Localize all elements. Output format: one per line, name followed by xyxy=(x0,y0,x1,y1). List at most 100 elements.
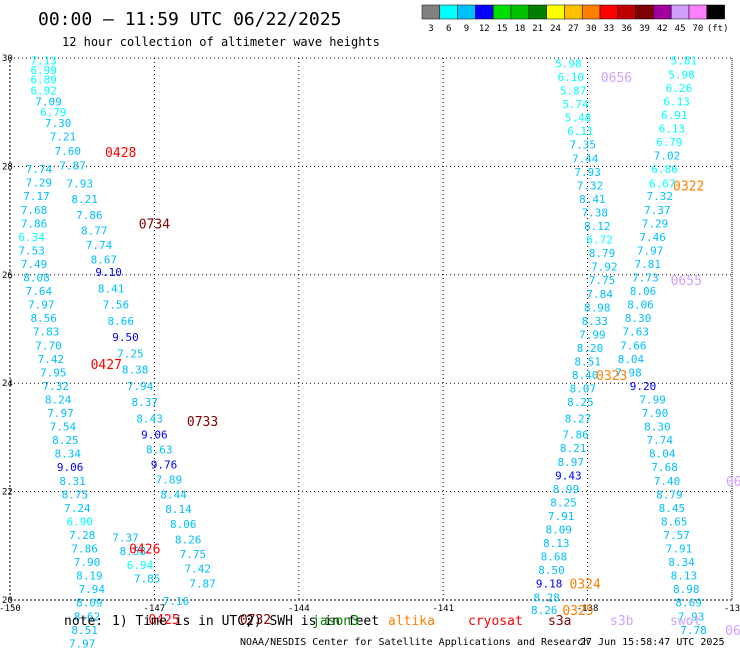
color-swatch xyxy=(688,4,708,20)
wave-height-value: 7.46 xyxy=(639,231,666,244)
wave-height-value: 9.18 xyxy=(536,578,563,591)
wave-height-value: 7.30 xyxy=(45,117,72,130)
wave-height-value: 8.40 xyxy=(572,369,599,382)
wave-height-value: 6.90 xyxy=(67,515,94,528)
color-scale-label: 27 xyxy=(568,24,579,34)
wave-height-value: 6.79 xyxy=(40,106,67,119)
pass-time-label: 0325 xyxy=(562,604,593,619)
pass-time-label: 0324 xyxy=(570,578,601,593)
wave-height-value: 8.41 xyxy=(98,282,125,295)
wave-height-value: 7.63 xyxy=(622,326,649,339)
color-swatch xyxy=(492,4,512,20)
wave-height-value: 6.67 xyxy=(649,178,676,191)
wave-height-value: 8.26 xyxy=(531,604,558,617)
wave-height-value: 8.34 xyxy=(668,556,695,569)
wave-height-value: 7.21 xyxy=(50,131,77,144)
pass-time-label: 0323 xyxy=(596,369,627,384)
wave-height-value: 8.41 xyxy=(579,193,606,206)
wave-height-value: 7.97 xyxy=(69,637,96,650)
pass-time-label: 0732 xyxy=(240,613,271,628)
y-tick-label: 30 xyxy=(2,54,13,64)
wave-height-value: 7.49 xyxy=(21,258,48,271)
wave-height-value: 8.19 xyxy=(76,570,103,583)
wave-height-value: 7.42 xyxy=(184,563,211,576)
wave-height-values: 7.136.996.896.927.096.797.307.217.607.87… xyxy=(18,55,706,650)
wave-height-value: 5.98 xyxy=(555,57,582,70)
pass-time-label: 0654 xyxy=(726,475,740,490)
wave-height-value: 7.85 xyxy=(134,572,161,585)
wave-height-value: 8.21 xyxy=(560,442,587,455)
color-scale-label: (ft) xyxy=(707,24,729,34)
color-swatch xyxy=(706,4,725,20)
wave-height-value: 7.86 xyxy=(71,543,98,556)
wave-height-value: 7.91 xyxy=(666,543,693,556)
wave-height-value: 7.29 xyxy=(642,217,669,230)
x-axis-ticks: -150 -147 -144 -141 -138 -13 xyxy=(0,604,740,614)
wave-height-value: 7.78 xyxy=(680,624,707,637)
wave-height-value: 7.17 xyxy=(23,190,50,203)
wave-height-value: 6.89 xyxy=(30,74,57,87)
timestamp-text: 27 Jun 15:58:47 UTC 2025 xyxy=(580,637,725,648)
wave-height-value: 8.26 xyxy=(175,533,202,546)
footer-note: note: 1) Time is in UTC; 2) SWH is in fe… xyxy=(64,614,379,629)
wave-height-value: 8.14 xyxy=(165,503,192,516)
satellite-legend-item: jason3 xyxy=(312,614,359,629)
wave-height-value: 7.92 xyxy=(591,261,618,274)
chart-title: 00:00 – 11:59 UTC 06/22/2025 xyxy=(38,9,341,30)
pass-time-label: 0427 xyxy=(91,358,122,373)
color-swatch xyxy=(581,4,601,20)
color-swatch xyxy=(510,4,530,20)
wave-height-value: 7.73 xyxy=(632,272,659,285)
wave-height-value: 8.09 xyxy=(545,524,572,537)
wave-height-value: 7.13 xyxy=(30,55,57,68)
color-scale-label: 12 xyxy=(479,24,490,34)
wave-height-value: 8.65 xyxy=(661,515,688,528)
wave-height-value: 8.25 xyxy=(567,396,594,409)
wave-height-value: 8.56 xyxy=(30,312,57,325)
wave-height-value: 7.60 xyxy=(55,145,82,158)
wave-height-value: 7.81 xyxy=(635,258,662,271)
wave-height-value: 7.94 xyxy=(79,583,106,596)
wave-height-value: 5.74 xyxy=(562,98,589,111)
color-swatch xyxy=(457,4,476,20)
color-scale-label: 15 xyxy=(497,24,508,34)
wave-height-value: 8.13 xyxy=(671,570,698,583)
wave-height-value: 7.16 xyxy=(163,595,190,608)
wave-height-value: 7.35 xyxy=(570,139,597,152)
wave-height-value: 9.06 xyxy=(57,461,84,474)
wave-height-value: 7.89 xyxy=(156,474,183,487)
wave-height-value: 8.50 xyxy=(538,564,565,577)
wave-height-value: 8.06 xyxy=(630,285,657,298)
wave-height-value: 8.99 xyxy=(553,483,580,496)
wave-height-value: 7.25 xyxy=(117,347,144,360)
wave-height-value: 7.54 xyxy=(50,421,77,434)
pass-time-label: 065 xyxy=(725,624,740,639)
wave-height-value: 7.37 xyxy=(644,204,671,217)
wave-height-value: 7.40 xyxy=(654,475,681,488)
wave-height-value: 8.25 xyxy=(52,434,79,447)
color-scale-label: 36 xyxy=(621,24,632,34)
color-swatch xyxy=(528,4,547,20)
wave-height-value: 8.28 xyxy=(533,591,560,604)
color-scale-label: 21 xyxy=(532,24,543,34)
color-scale-label: 42 xyxy=(657,24,668,34)
pass-time-label: 0733 xyxy=(187,415,218,430)
color-swatch xyxy=(653,4,672,20)
pass-time-label: 0322 xyxy=(673,179,704,194)
color-swatch xyxy=(421,4,441,20)
wave-height-value: 8.75 xyxy=(62,488,89,501)
wave-height-value: 7.93 xyxy=(574,166,601,179)
wave-height-value: 7.91 xyxy=(548,510,575,523)
wave-height-value: 7.94 xyxy=(127,380,154,393)
wave-height-value: 6.26 xyxy=(666,82,693,95)
wave-height-value: 8.34 xyxy=(55,448,82,461)
wave-height-value: 5.81 xyxy=(671,55,698,68)
color-swatch xyxy=(617,4,636,20)
wave-height-value: 8.30 xyxy=(625,312,652,325)
wave-height-value: 7.68 xyxy=(651,461,678,474)
wave-height-value: 7.93 xyxy=(678,610,705,623)
wave-height-value: 9.76 xyxy=(151,459,178,472)
wave-height-value: 7.90 xyxy=(74,556,101,569)
x-tick-label: -141 xyxy=(432,604,454,614)
wave-height-value: 8.62 xyxy=(74,610,101,623)
